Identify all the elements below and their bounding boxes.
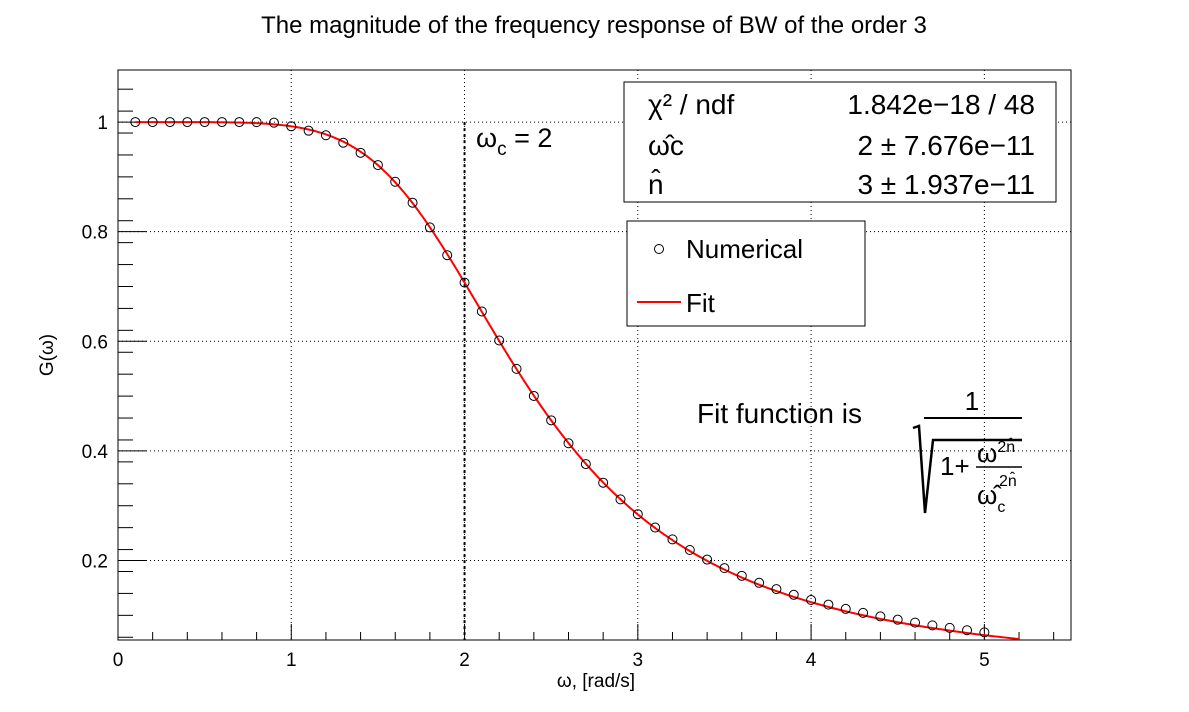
numerical-point [684,545,695,556]
y-tick-label: 0.4 [82,442,109,463]
numerical-point [719,563,730,574]
y-tick-label: 0.8 [82,223,108,244]
numerical-point [130,117,141,128]
numerical-point [338,137,349,148]
numerical-point [476,306,487,317]
legend-frame [626,220,866,327]
numerical-point [771,584,782,595]
numerical-point [632,509,643,520]
numerical-point [511,363,522,374]
numerical-point [667,534,678,545]
stats-value-n: 3 ± 1.937e−11 [857,169,1035,200]
numerical-point [927,620,938,631]
x-axis-label: ω, [rad/s] [557,671,635,692]
x-tick-label: 3 [633,650,644,671]
fit-formula-numerator: 1 [965,386,979,416]
plot-frame [117,69,1072,641]
tick-label-layer: 0 1 2 3 4 5 0.2 0.4 0.6 0.8 1 [82,113,990,671]
y-tick-label: 0.6 [82,332,108,353]
legend: Numerical Fit [626,220,866,327]
numerical-point [858,607,869,618]
numerical-point [390,176,401,187]
numerical-point [615,494,626,505]
numerical-points [130,117,990,638]
fit-curve [135,121,1020,641]
fit-formula-one-plus: 1+ [940,451,970,481]
stats-label-omega-c: ω̂c [648,130,684,161]
numerical-point [806,594,817,605]
numerical-point [823,599,834,610]
cutoff-label: ωc = 2 [476,123,552,160]
numerical-point [147,117,158,128]
numerical-point [840,603,851,614]
fit-formula: Fit function is 1 1+ ω2n̂ ω̂c 2n̂ [697,386,1022,516]
numerical-point [754,577,765,588]
numerical-point [494,335,505,346]
x-tick-label: 1 [286,650,297,671]
numerical-point [892,614,903,625]
stats-label-n: n̂ [648,169,664,200]
numerical-point [580,459,591,470]
numerical-point [407,197,418,208]
x-tick-label: 0 [113,650,124,671]
numerical-point [910,617,921,628]
numerical-point [944,622,955,633]
stats-value-chi2: 1.842e−18 / 48 [847,89,1035,120]
numerical-point [234,117,245,128]
legend-numerical-label: Numerical [686,234,803,264]
numerical-point [442,250,453,261]
numerical-point [459,277,470,288]
numerical-point [979,627,990,638]
numerical-point [424,222,435,233]
fit-formula-prefix: Fit function is [697,398,862,429]
numerical-point [251,117,262,128]
fit-formula-sqrt-sign [912,424,1022,514]
numerical-point [182,117,193,128]
chart-title: The magnitude of the frequency response … [261,12,927,39]
numerical-point [320,130,331,141]
stats-box: χ² / ndf 1.842e−18 / 48 ω̂c 2 ± 7.676e−1… [623,81,1057,203]
tick-layer [117,88,1055,640]
numerical-point [199,117,210,128]
y-tick-label: 1 [97,113,108,134]
numerical-point [702,554,713,565]
x-tick-label: 5 [979,650,990,671]
numerical-point [736,570,747,581]
stats-label-chi2: χ² / ndf [648,89,735,120]
numerical-point [164,117,175,128]
numerical-point [286,121,297,132]
fit-formula-omega: ω2n̂ [977,436,1015,468]
numerical-point [528,390,539,401]
numerical-point [355,147,366,158]
numerical-point [650,522,661,533]
numerical-point [216,117,227,128]
legend-fit-label: Fit [686,288,716,318]
legend-numerical-marker [654,244,664,254]
numerical-point [598,477,609,488]
numerical-point [372,160,383,171]
y-tick-label: 0.2 [82,552,108,573]
numerical-point [875,611,886,622]
x-tick-label: 2 [459,650,470,671]
numerical-point [268,117,279,128]
stats-box-frame [623,81,1057,203]
y-axis-label: G(ω) [37,334,58,376]
numerical-point [563,438,574,449]
numerical-point [546,415,557,426]
numerical-point [962,625,973,636]
numerical-point [788,589,799,600]
x-tick-label: 4 [806,650,817,671]
fit-formula-exp-lower: 2n̂ [999,470,1017,490]
numerical-point [303,125,314,136]
stats-value-omega-c: 2 ± 7.676e−11 [857,130,1035,161]
